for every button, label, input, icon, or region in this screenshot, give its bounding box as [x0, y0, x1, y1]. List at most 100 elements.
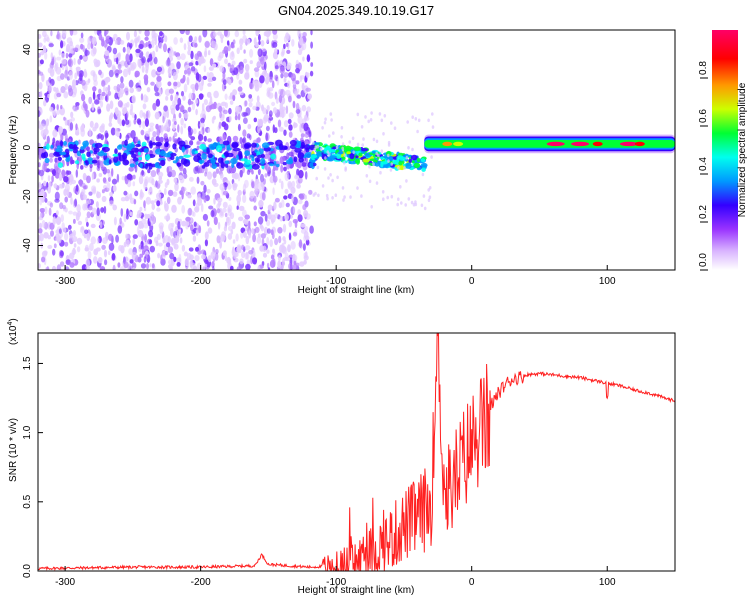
noise-speckle — [264, 213, 268, 222]
noise-speckle — [204, 40, 210, 48]
noise-speckle — [147, 58, 150, 63]
noise-speckle — [188, 62, 194, 67]
noise-speckle — [68, 53, 73, 58]
noise-speckle — [58, 49, 61, 56]
noise-speckle — [375, 151, 379, 156]
noise-speckle — [304, 171, 308, 180]
noise-speckle — [202, 75, 208, 80]
noise-speckle — [114, 127, 118, 136]
noise-speckle — [120, 208, 124, 217]
signal-blob — [405, 162, 412, 169]
noise-speckle — [297, 209, 301, 216]
noise-speckle — [232, 239, 236, 244]
noise-speckle — [60, 105, 63, 110]
signal-blob — [335, 152, 342, 159]
band-blob — [85, 160, 89, 166]
noise-speckle — [43, 232, 49, 239]
noise-speckle — [51, 265, 57, 270]
signal-blob — [329, 155, 337, 159]
noise-speckle — [41, 256, 46, 263]
noise-speckle — [173, 81, 178, 87]
noise-speckle — [62, 227, 67, 233]
noise-speckle — [107, 90, 112, 96]
noise-speckle — [56, 236, 62, 244]
noise-speckle — [152, 102, 157, 111]
noise-speckle — [39, 90, 43, 99]
noise-speckle — [233, 182, 236, 187]
band-blob — [282, 161, 287, 166]
noise-speckle — [270, 229, 274, 236]
noise-speckle — [194, 99, 199, 104]
noise-speckle — [126, 46, 131, 55]
noise-speckle — [390, 194, 394, 199]
noise-speckle — [65, 47, 69, 53]
noise-speckle — [51, 175, 54, 183]
noise-speckle — [266, 36, 270, 44]
noise-speckle — [217, 197, 223, 203]
noise-speckle — [78, 139, 81, 145]
noise-speckle — [79, 37, 85, 43]
noise-speckle — [126, 208, 129, 217]
snr-ylabel: SNR (10 * v/v) — [8, 418, 19, 482]
snr-ytick-label: 0.0 — [22, 564, 33, 578]
snr-yscale-exp: 4 — [7, 322, 14, 326]
band-blob — [212, 142, 218, 148]
band-blob — [269, 163, 274, 167]
band-blob — [97, 151, 105, 157]
band-blob — [224, 160, 230, 164]
noise-speckle — [207, 82, 212, 87]
noise-speckle — [204, 259, 209, 265]
noise-speckle — [174, 235, 178, 241]
noise-speckle — [153, 33, 158, 38]
noise-speckle — [190, 224, 194, 232]
noise-speckle — [93, 248, 99, 256]
noise-speckle — [155, 98, 161, 107]
noise-speckle — [252, 105, 257, 111]
noise-speckle — [221, 101, 227, 107]
noise-speckle — [111, 178, 118, 185]
noise-speckle — [290, 73, 296, 82]
noise-speckle — [151, 69, 157, 78]
band-blob — [254, 157, 259, 163]
noise-speckle — [283, 120, 289, 128]
noise-speckle — [100, 207, 105, 213]
noise-speckle — [140, 263, 147, 269]
noise-speckle — [148, 213, 153, 222]
carrier-peak — [634, 141, 645, 147]
noise-speckle — [255, 30, 260, 37]
noise-speckle — [86, 175, 91, 184]
noise-speckle — [212, 265, 215, 270]
noise-speckle — [104, 130, 109, 139]
noise-speckle — [281, 199, 285, 208]
noise-speckle — [64, 196, 68, 203]
noise-speckle — [400, 201, 403, 205]
noise-speckle — [427, 198, 431, 203]
noise-speckle — [43, 164, 47, 172]
noise-speckle — [40, 123, 46, 129]
noise-speckle — [343, 195, 346, 199]
noise-speckle — [238, 216, 244, 222]
noise-speckle — [260, 40, 265, 47]
noise-speckle — [299, 194, 305, 201]
noise-speckle — [427, 118, 430, 123]
noise-speckle — [298, 239, 303, 249]
noise-speckle — [149, 263, 152, 268]
noise-speckle — [207, 138, 213, 143]
noise-speckle — [77, 69, 80, 77]
carrier-peak — [442, 141, 453, 147]
band-blob — [270, 153, 276, 160]
band-blob — [103, 154, 108, 161]
noise-speckle — [287, 182, 293, 190]
noise-speckle — [362, 137, 365, 141]
noise-speckle — [274, 127, 278, 134]
noise-speckle — [276, 78, 280, 86]
noise-speckle — [241, 244, 245, 251]
noise-speckle — [44, 197, 48, 203]
noise-speckle — [370, 205, 374, 209]
noise-speckle — [228, 115, 232, 122]
noise-speckle — [403, 166, 406, 170]
signal-blob — [332, 146, 337, 150]
spectrogram-xtick-label: -200 — [191, 276, 211, 287]
noise-speckle — [405, 179, 408, 183]
